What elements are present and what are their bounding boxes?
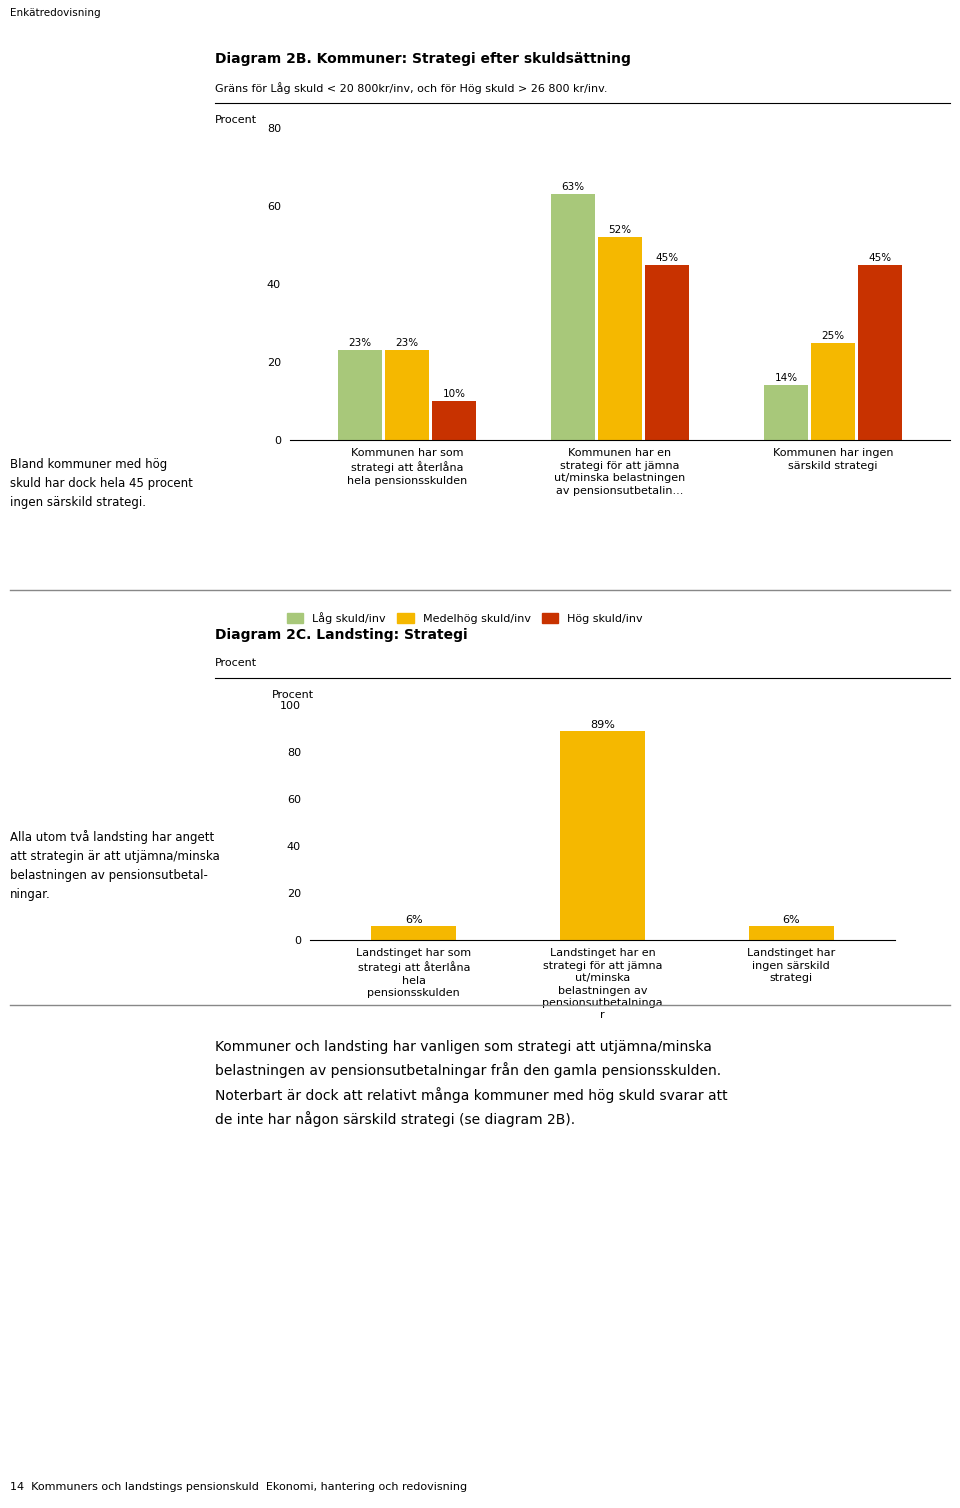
Text: 10%: 10%	[443, 389, 466, 400]
Text: Procent: Procent	[215, 115, 257, 125]
Text: Gräns för Låg skuld < 20 800kr/inv, och för Hög skuld > 26 800 kr/inv.: Gräns för Låg skuld < 20 800kr/inv, och …	[215, 81, 608, 93]
Text: 6%: 6%	[782, 915, 800, 924]
Text: 45%: 45%	[656, 252, 679, 262]
Text: 23%: 23%	[396, 338, 419, 348]
Text: Enkätredovisning: Enkätredovisning	[10, 8, 101, 18]
Text: 14%: 14%	[775, 374, 798, 383]
Bar	[339, 350, 382, 440]
Bar	[372, 926, 456, 939]
Bar	[858, 264, 901, 440]
Bar	[385, 350, 429, 440]
Text: Bland kommuner med hög
skuld har dock hela 45 procent
ingen särskild strategi.: Bland kommuner med hög skuld har dock he…	[10, 458, 193, 510]
Bar	[749, 926, 833, 939]
Text: 45%: 45%	[868, 252, 891, 262]
Bar	[645, 264, 688, 440]
Text: Procent: Procent	[272, 691, 314, 700]
Text: 25%: 25%	[822, 330, 845, 341]
Text: 23%: 23%	[348, 338, 372, 348]
Text: 63%: 63%	[562, 182, 585, 193]
Text: Alla utom två landsting har angett
att strategin är att utjämna/minska
belastnin: Alla utom två landsting har angett att s…	[10, 829, 220, 900]
Bar	[811, 342, 854, 440]
Bar	[560, 731, 645, 939]
Text: 14  Kommuners och landstings pensionskuld  Ekonomi, hantering och redovisning: 14 Kommuners och landstings pensionskuld…	[10, 1482, 468, 1491]
Text: Diagram 2B. Kommuner: Strategi efter skuldsättning: Diagram 2B. Kommuner: Strategi efter sku…	[215, 51, 631, 66]
Bar	[551, 195, 595, 440]
Text: Kommuner och landsting har vanligen som strategi att utjämna/minska
belastningen: Kommuner och landsting har vanligen som …	[215, 1041, 728, 1126]
Bar	[598, 237, 642, 440]
Text: 89%: 89%	[590, 719, 615, 730]
Bar	[764, 386, 808, 440]
Text: Diagram 2C. Landsting: Strategi: Diagram 2C. Landsting: Strategi	[215, 627, 468, 642]
Text: 52%: 52%	[609, 225, 632, 235]
Text: Procent: Procent	[215, 657, 257, 668]
Bar	[432, 401, 476, 440]
Text: 6%: 6%	[405, 915, 422, 924]
Legend: Låg skuld/inv, Medelhög skuld/inv, Hög skuld/inv: Låg skuld/inv, Medelhög skuld/inv, Hög s…	[282, 608, 647, 629]
